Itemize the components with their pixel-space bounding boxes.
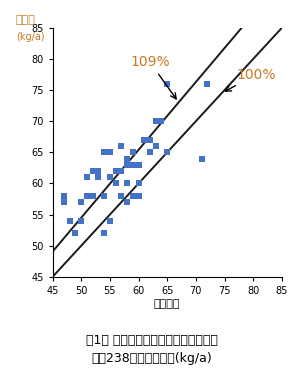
Text: 玄米量: 玄米量 xyxy=(16,15,36,25)
Point xyxy=(62,199,66,205)
Point xyxy=(130,150,135,155)
Point xyxy=(159,118,164,124)
Point xyxy=(119,168,124,174)
Point xyxy=(108,218,112,224)
Point xyxy=(108,174,112,180)
Point xyxy=(96,174,101,180)
Point xyxy=(85,193,89,199)
Point xyxy=(62,193,66,199)
Point xyxy=(136,193,141,199)
Point xyxy=(119,193,124,199)
Point xyxy=(136,162,141,168)
Point xyxy=(79,199,84,205)
Point xyxy=(130,162,135,168)
Point xyxy=(148,150,152,155)
Point xyxy=(102,193,107,199)
Point xyxy=(96,168,101,174)
Text: 109%: 109% xyxy=(130,55,176,99)
Point xyxy=(165,81,170,87)
Point xyxy=(142,137,147,143)
Point xyxy=(125,155,129,161)
Point xyxy=(67,218,72,224)
Point xyxy=(125,180,129,186)
Point xyxy=(153,118,158,124)
X-axis label: 対照品種: 対照品種 xyxy=(154,299,181,309)
Point xyxy=(125,162,129,168)
Point xyxy=(73,230,78,236)
Point xyxy=(85,174,89,180)
Point xyxy=(102,150,107,155)
Point xyxy=(90,168,95,174)
Text: 図1． 奨励品種決定基本調査における: 図1． 奨励品種決定基本調査における xyxy=(85,334,218,347)
Point xyxy=(102,230,107,236)
Text: 関東238号の玄米収量(kg/a): 関東238号の玄米収量(kg/a) xyxy=(91,353,212,365)
Point xyxy=(125,199,129,205)
Point xyxy=(165,150,170,155)
Point xyxy=(90,193,95,199)
Point xyxy=(79,218,84,224)
Point xyxy=(205,81,210,87)
Point xyxy=(136,180,141,186)
Point xyxy=(113,180,118,186)
Point xyxy=(148,137,152,143)
Point xyxy=(199,155,204,161)
Point xyxy=(119,143,124,149)
Text: 100%: 100% xyxy=(225,68,275,91)
Point xyxy=(130,193,135,199)
Point xyxy=(113,168,118,174)
Point xyxy=(108,150,112,155)
Point xyxy=(153,143,158,149)
Text: (kg/a): (kg/a) xyxy=(16,32,45,42)
